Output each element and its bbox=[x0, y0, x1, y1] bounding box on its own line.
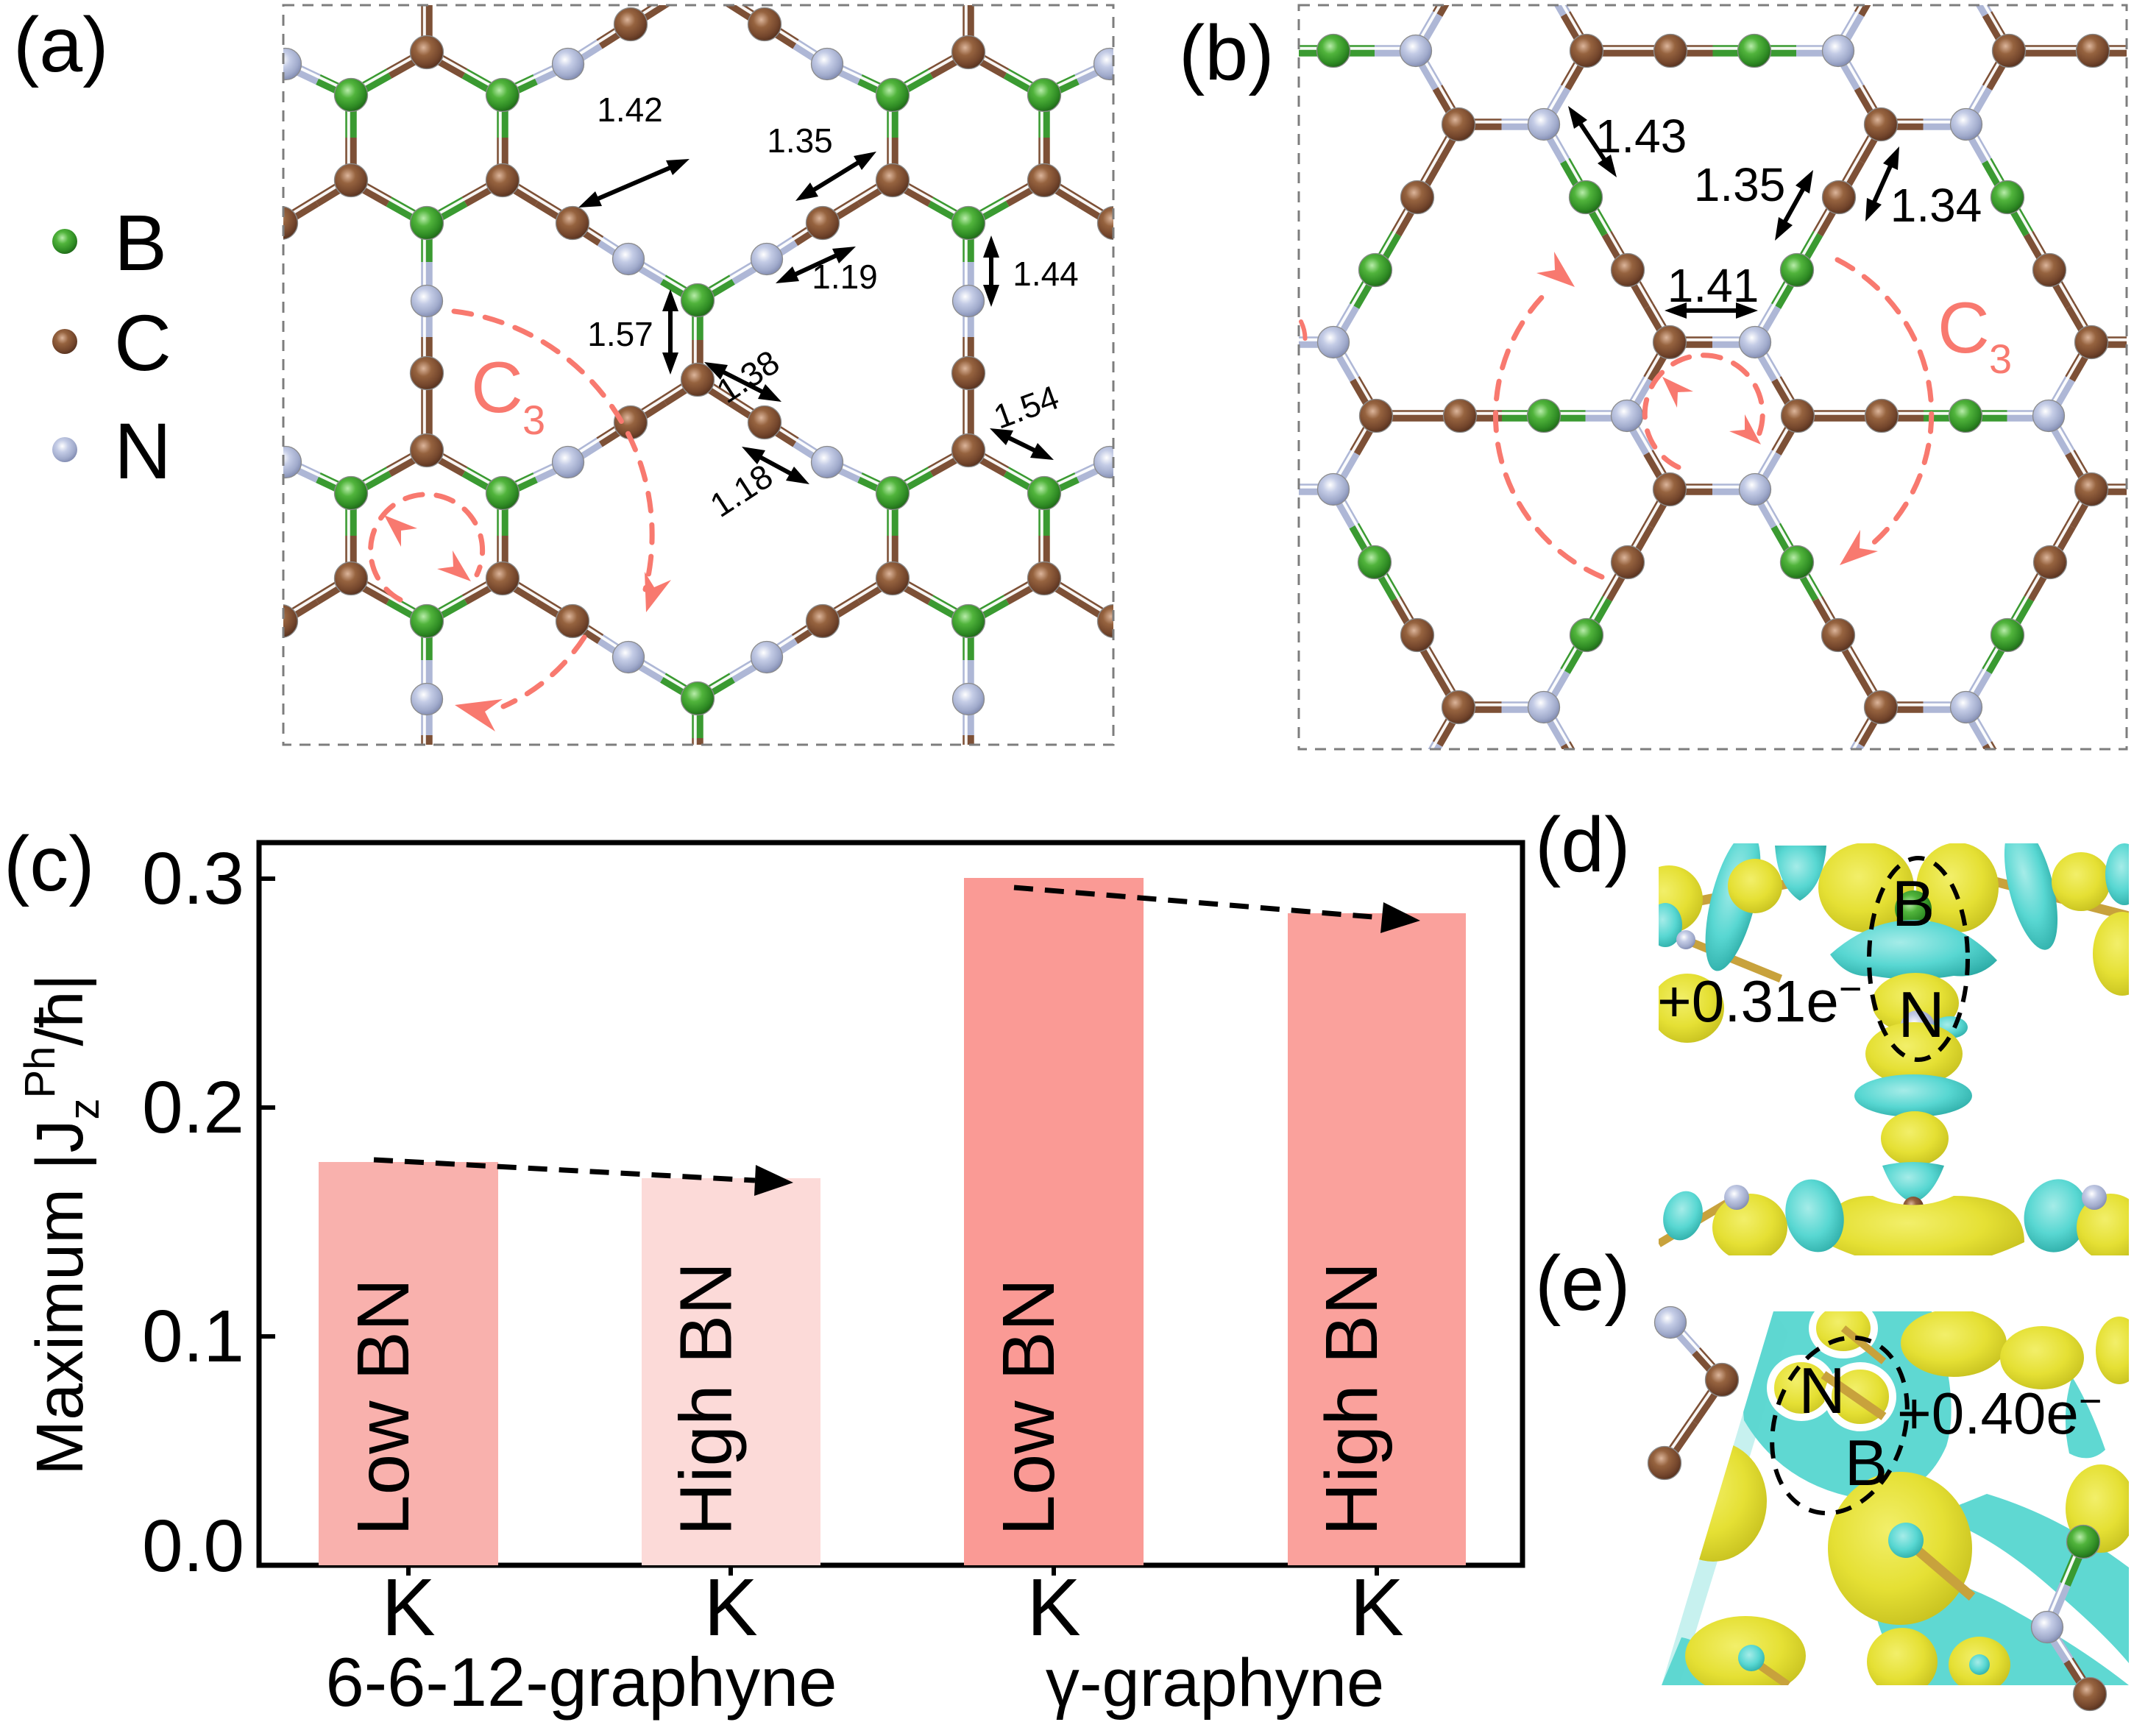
svg-text:0.1: 0.1 bbox=[142, 1295, 244, 1378]
svg-text:1.35: 1.35 bbox=[1694, 158, 1786, 211]
svg-text:K: K bbox=[703, 1562, 757, 1653]
svg-text:Low BN: Low BN bbox=[988, 1278, 1070, 1536]
svg-text:6-6-12-graphyne: 6-6-12-graphyne bbox=[326, 1643, 837, 1721]
svg-text:1.41: 1.41 bbox=[1667, 259, 1759, 312]
svg-text:K: K bbox=[1027, 1562, 1080, 1653]
svg-text:1.35: 1.35 bbox=[767, 121, 833, 160]
svg-text:N: N bbox=[1798, 1354, 1846, 1427]
svg-text:3: 3 bbox=[1989, 336, 2012, 382]
svg-text:High BN: High BN bbox=[665, 1262, 748, 1536]
svg-text:γ-graphyne: γ-graphyne bbox=[1046, 1645, 1384, 1721]
svg-text:1.57: 1.57 bbox=[587, 315, 653, 353]
svg-text:N: N bbox=[114, 406, 171, 495]
svg-text:Low BN: Low BN bbox=[342, 1278, 425, 1536]
svg-text:N: N bbox=[1898, 978, 1945, 1051]
svg-text:0.0: 0.0 bbox=[142, 1505, 244, 1587]
svg-text:1.42: 1.42 bbox=[597, 91, 663, 129]
svg-text:(b): (b) bbox=[1179, 10, 1275, 96]
svg-text:+0.40e−: +0.40e− bbox=[1897, 1379, 2102, 1446]
svg-text:High BN: High BN bbox=[1311, 1262, 1393, 1536]
svg-text:(d): (d) bbox=[1535, 801, 1631, 888]
svg-text:B: B bbox=[1892, 867, 1935, 940]
svg-text:(c): (c) bbox=[4, 821, 95, 907]
svg-text:B: B bbox=[1845, 1426, 1888, 1499]
svg-text:3: 3 bbox=[522, 397, 545, 443]
svg-text:+0.31e−: +0.31e− bbox=[1657, 967, 1862, 1034]
svg-text:(e): (e) bbox=[1535, 1240, 1631, 1327]
svg-text:C: C bbox=[114, 298, 171, 387]
svg-text:1.34: 1.34 bbox=[1890, 179, 1982, 232]
svg-text:K: K bbox=[1350, 1562, 1403, 1653]
svg-text:K: K bbox=[381, 1562, 435, 1653]
svg-text:0.3: 0.3 bbox=[142, 837, 244, 920]
svg-text:(a): (a) bbox=[13, 1, 109, 88]
svg-text:1.44: 1.44 bbox=[1013, 255, 1079, 293]
svg-text:1.43: 1.43 bbox=[1595, 110, 1687, 163]
svg-text:C: C bbox=[1938, 287, 1990, 368]
svg-text:B: B bbox=[114, 198, 167, 287]
svg-text:0.2: 0.2 bbox=[142, 1066, 244, 1149]
svg-text:C: C bbox=[471, 347, 523, 428]
